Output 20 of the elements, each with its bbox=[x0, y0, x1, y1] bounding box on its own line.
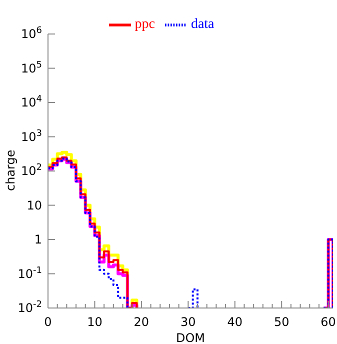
legend-label: ppc bbox=[134, 17, 155, 32]
x-axis-title: DOM bbox=[176, 331, 206, 344]
x-tick-label: 60 bbox=[320, 315, 336, 329]
x-tick-label: 20 bbox=[134, 315, 150, 329]
legend-label: data bbox=[190, 17, 214, 32]
y-tick-label: 10$^{3}$ bbox=[20, 128, 42, 144]
y-tick-label: 10 bbox=[26, 198, 42, 212]
y-tick-label: 10$^{-2}$ bbox=[18, 300, 42, 315]
y-tick-label: 1 bbox=[34, 232, 42, 246]
x-tick-label: 0 bbox=[44, 315, 52, 329]
y-tick-label: 10$^{-1}$ bbox=[18, 266, 42, 281]
y-tick-label: 10$^{5}$ bbox=[20, 60, 42, 76]
y-tick-label: 10$^{6}$ bbox=[20, 26, 42, 41]
y-axis-title: charge bbox=[3, 150, 18, 191]
x-tick-label: 50 bbox=[274, 315, 290, 329]
x-tick-label: 10 bbox=[87, 315, 102, 329]
x-tick-label: 40 bbox=[227, 315, 243, 329]
x-tick-label: 30 bbox=[180, 315, 196, 329]
y-tick-label: 10$^{4}$ bbox=[20, 94, 42, 110]
y-tick-label: 10$^{2}$ bbox=[20, 163, 42, 178]
